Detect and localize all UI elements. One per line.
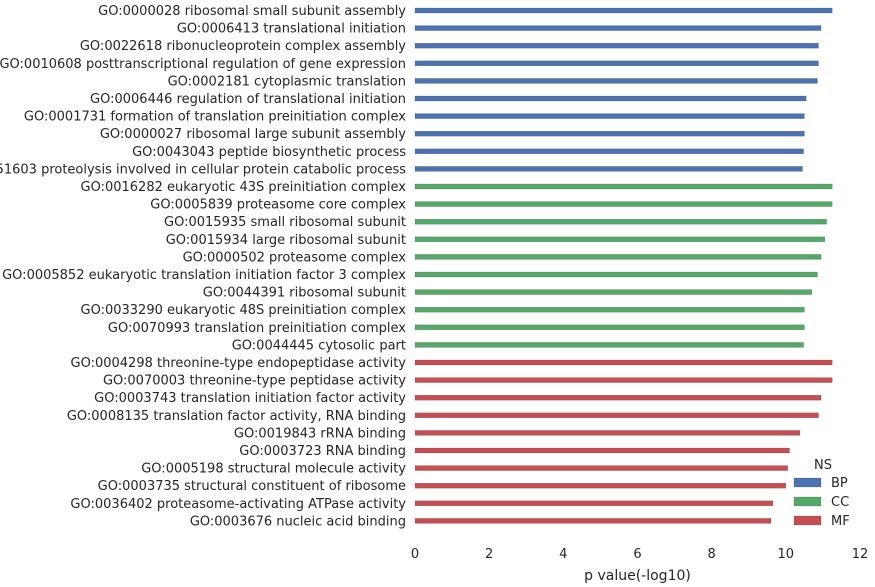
bar-mf [414, 412, 819, 419]
bar-mf [414, 377, 833, 383]
category-label: GO:0001731 formation of translation prei… [24, 110, 406, 125]
bars-layer [414, 7, 833, 524]
legend-label-bp: BP [831, 476, 848, 491]
legend: NS BP CC MF [793, 458, 850, 529]
bar-mf [414, 430, 801, 436]
category-labels: GO:0000028 ribosomal small subunit assem… [0, 4, 406, 529]
category-label: GO:0015935 small ribosomal subunit [164, 215, 406, 230]
category-label: GO:0070993 translation preinitiation com… [108, 321, 406, 336]
bar-bp [414, 7, 833, 14]
category-label: GO:0070003 threonine-type peptidase acti… [103, 374, 406, 389]
category-label: GO:0005198 structural molecule activity [141, 462, 406, 477]
bar-mf [414, 500, 774, 507]
category-label: GO:0051603 proteolysis involved in cellu… [0, 162, 406, 177]
bar-cc [414, 306, 805, 313]
category-label: GO:0000502 proteasome complex [183, 250, 407, 265]
x-tick-label: 10 [778, 547, 795, 562]
bar-cc [414, 218, 827, 225]
category-label: GO:0022618 ribonucleoprotein complex ass… [80, 39, 406, 54]
category-label: GO:0003743 translation initiation factor… [94, 391, 406, 406]
legend-swatch-bp [793, 477, 822, 488]
x-tick-label: 6 [633, 547, 641, 562]
category-label: GO:0015934 large ribosomal subunit [166, 233, 406, 248]
category-label: GO:0003735 structural constituent of rib… [98, 479, 406, 494]
x-tick-label: 0 [411, 547, 419, 562]
bar-bp [414, 25, 822, 31]
category-label: GO:0003676 nucleic acid binding [190, 514, 406, 529]
bar-mf [414, 482, 787, 489]
bar-cc [414, 324, 805, 331]
bar-mf [414, 394, 822, 401]
category-label: GO:0036402 proteasome-activating ATPase … [70, 497, 406, 512]
category-label: GO:0044445 cytosolic part [232, 338, 406, 353]
bar-cc [414, 254, 822, 260]
bar-bp [414, 42, 819, 49]
bar-cc [414, 342, 804, 348]
category-label: GO:0004298 threonine-type endopeptidase … [71, 356, 407, 371]
category-label: GO:0005852 eukaryotic translation initia… [2, 268, 406, 283]
legend-swatch-cc [793, 496, 822, 507]
category-label: GO:0002181 cytoplasmic translation [168, 74, 406, 89]
x-tick-label: 8 [708, 547, 716, 562]
bar-mf [414, 518, 772, 524]
bar-bp [414, 166, 803, 172]
category-label: GO:0006413 translational initiation [177, 22, 406, 37]
category-label: GO:0006446 regulation of translational i… [90, 92, 406, 107]
legend-label-cc: CC [831, 495, 849, 510]
legend-label-mf: MF [831, 514, 850, 529]
category-label: GO:0019843 rRNA binding [234, 426, 406, 441]
category-label: GO:0043043 peptide biosynthetic process [132, 145, 406, 160]
bar-bp [414, 148, 804, 155]
category-label: GO:0033290 eukaryotic 48S preinitiation … [81, 303, 407, 318]
category-label: GO:0016282 eukaryotic 43S preinitiation … [81, 180, 407, 195]
x-axis-ticks: 0 2 4 6 8 10 12 [411, 547, 868, 562]
bar-cc [414, 183, 833, 190]
category-label: GO:0003723 RNA binding [239, 444, 406, 459]
x-tick-label: 2 [485, 547, 493, 562]
bar-bp [414, 78, 818, 84]
bar-bp [414, 113, 805, 119]
x-tick-label: 4 [559, 547, 567, 562]
category-label: GO:0044391 ribosomal subunit [203, 286, 406, 301]
legend-swatch-mf [793, 515, 822, 526]
legend-title: NS [814, 458, 832, 473]
x-axis-label: p value(-log10) [584, 568, 691, 584]
bar-bp [414, 95, 807, 102]
bar-cc [414, 201, 833, 207]
bar-mf [414, 359, 833, 366]
bar-cc [414, 236, 826, 243]
category-label: GO:0010608 posttranscriptional regulatio… [0, 57, 406, 72]
x-tick-label: 12 [852, 547, 869, 562]
category-label: GO:0000027 ribosomal large subunit assem… [100, 127, 406, 142]
bar-bp [414, 60, 819, 67]
bar-mf [414, 447, 790, 454]
bar-cc [414, 289, 813, 295]
category-label: GO:0005839 proteasome core complex [150, 198, 406, 213]
bar-mf [414, 465, 788, 471]
bar-bp [414, 130, 805, 137]
category-label: GO:0000028 ribosomal small subunit assem… [98, 4, 406, 19]
category-label: GO:0008135 translation factor activity, … [67, 409, 406, 424]
bar-cc [414, 271, 818, 278]
